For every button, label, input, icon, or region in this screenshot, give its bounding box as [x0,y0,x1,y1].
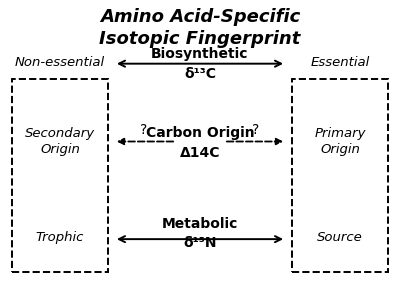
Text: ?: ? [252,123,260,137]
Text: Δ14C: Δ14C [180,146,220,160]
Text: Carbon Origin: Carbon Origin [146,126,254,140]
Text: Amino Acid-Specific
Isotopic Fingerprint: Amino Acid-Specific Isotopic Fingerprint [99,8,301,48]
Text: Primary
Origin: Primary Origin [314,128,366,155]
Bar [12,79,108,272]
Text: Non-essential: Non-essential [15,56,105,69]
Text: Secondary
Origin: Secondary Origin [25,128,95,155]
Text: Metabolic: Metabolic [162,216,238,231]
Text: Trophic: Trophic [36,231,84,244]
Bar [292,79,388,272]
Text: Biosynthetic: Biosynthetic [151,47,249,61]
Text: δ¹⁵N: δ¹⁵N [183,236,217,250]
Text: δ¹³C: δ¹³C [184,67,216,81]
Text: Essential: Essential [310,56,370,69]
Text: ?: ? [140,123,148,137]
Text: Source: Source [317,231,363,244]
